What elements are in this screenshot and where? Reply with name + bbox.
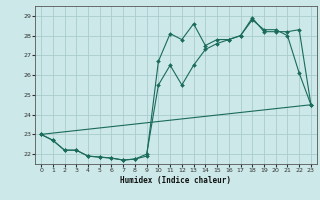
X-axis label: Humidex (Indice chaleur): Humidex (Indice chaleur) — [121, 176, 231, 185]
